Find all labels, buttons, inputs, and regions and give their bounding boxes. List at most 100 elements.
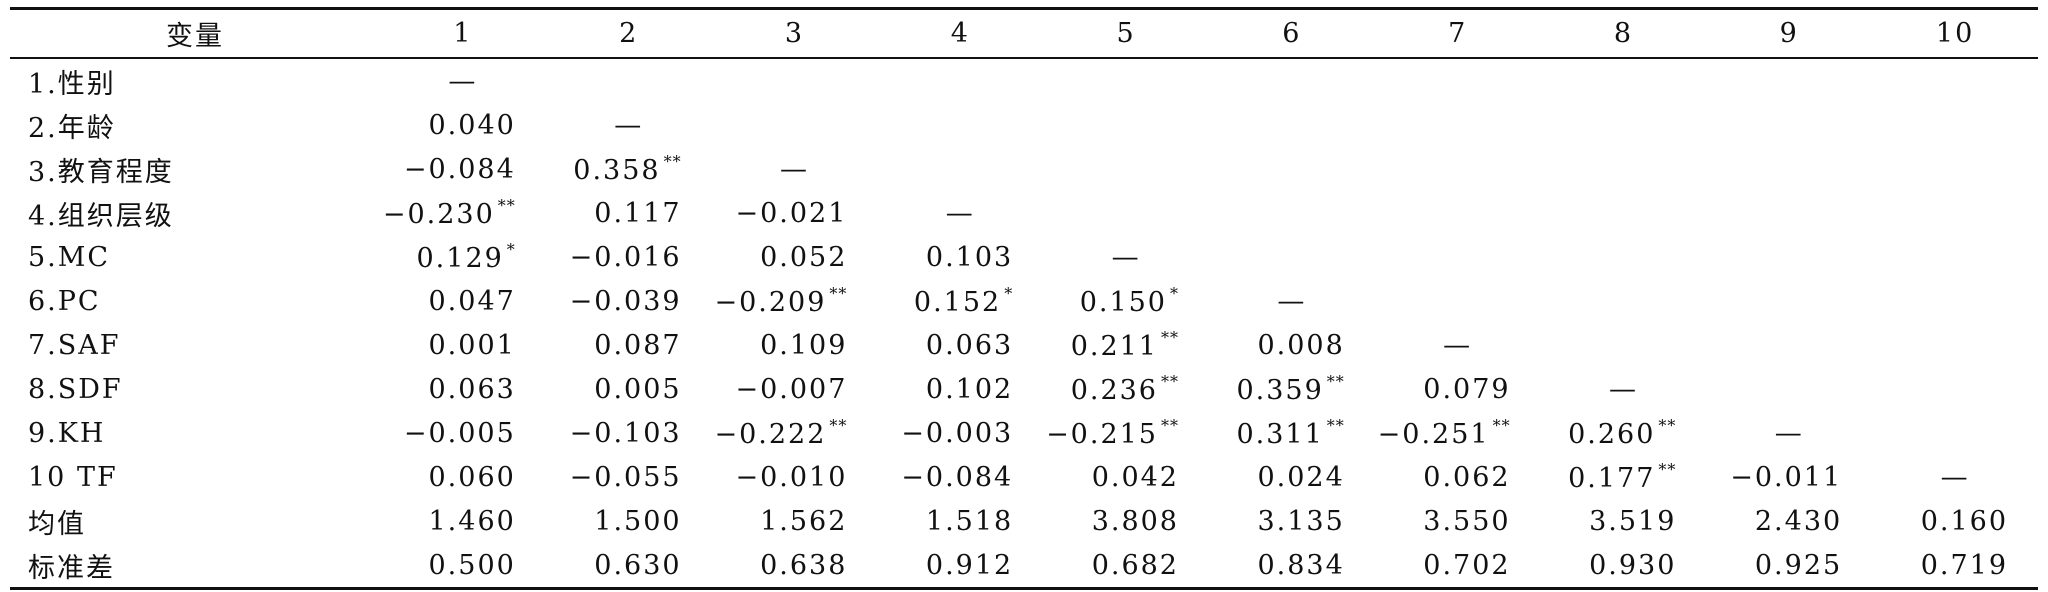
row-label: 6.PC	[28, 285, 101, 317]
empty-cell	[1375, 58, 1541, 103]
value-cell: 0.912	[877, 543, 1043, 587]
significance-marker: **	[1658, 460, 1677, 479]
empty-cell	[1706, 191, 1872, 235]
empty-cell	[1043, 58, 1209, 103]
cell-value: 3.808	[1091, 505, 1179, 537]
significance-marker: *	[1169, 284, 1179, 303]
bottom-rule	[10, 587, 2038, 590]
empty-cell	[1541, 323, 1707, 367]
value-cell: 0.109	[712, 323, 878, 367]
value-cell: −0.222 **	[712, 411, 878, 455]
value-cell: 0.024	[1209, 455, 1375, 499]
value-cell: 0.702	[1375, 543, 1541, 587]
empty-cell	[1872, 367, 2038, 411]
table-row: 均值 1.460 1.500 1.562 1.518 3.808 3.135 3.550 3.5…	[10, 499, 2038, 543]
empty-cell	[1375, 191, 1541, 235]
value-cell: 0.052	[712, 235, 878, 279]
diagonal-dash: —	[712, 147, 878, 191]
top-rule	[10, 7, 2038, 10]
value-cell: −0.003	[877, 411, 1043, 455]
header-col-9: 9	[1779, 18, 1799, 49]
cell-value: −0.021	[735, 197, 848, 229]
value-cell: 0.102	[877, 367, 1043, 411]
value-cell: −0.251 **	[1375, 411, 1541, 455]
value-cell: 0.008	[1209, 323, 1375, 367]
empty-cell	[877, 147, 1043, 191]
value-cell: 0.060	[380, 455, 546, 499]
cell-value: 1.500	[594, 505, 682, 537]
empty-cell	[1706, 279, 1872, 323]
empty-cell	[1872, 235, 2038, 279]
empty-cell	[712, 58, 878, 103]
cell-value: —	[779, 153, 809, 185]
cell-value: 0.160	[1920, 505, 2008, 537]
value-cell: 1.460	[380, 499, 546, 543]
cell-value: —	[1443, 329, 1473, 361]
table-row: 标准差 0.500 0.630 0.638 0.912 0.682 0.834 0.702 0.…	[10, 543, 2038, 587]
cell-value: 0.260	[1568, 419, 1656, 450]
significance-marker: **	[663, 152, 682, 171]
empty-cell	[877, 103, 1043, 147]
value-cell: 0.005	[546, 367, 712, 411]
row-label: 10 TF	[28, 461, 118, 493]
cell-value: 0.024	[1257, 461, 1345, 493]
cell-value: 0.211	[1070, 331, 1158, 362]
empty-cell	[1375, 279, 1541, 323]
cell-value: 0.719	[1920, 549, 2008, 581]
cell-value: 0.117	[594, 197, 682, 229]
header-col-7: 7	[1448, 18, 1468, 49]
empty-cell	[1043, 147, 1209, 191]
cell-value: 0.359	[1236, 375, 1324, 406]
cell-value: 0.062	[1423, 461, 1511, 493]
value-cell: 0.311 **	[1209, 411, 1375, 455]
table-row: 5.MC 0.129 * −0.016 0.052 0.103 —	[10, 235, 2038, 279]
cell-value: 0.042	[1091, 461, 1179, 493]
cell-value: −0.084	[403, 153, 516, 185]
significance-marker: *	[1004, 284, 1014, 303]
cell-value: 1.518	[925, 505, 1014, 537]
value-cell: 1.562	[712, 499, 878, 543]
table-row: 3.教育程度 −0.084 0.358 ** —	[10, 147, 2038, 191]
value-cell: −0.103	[546, 411, 712, 455]
row-label: 5.MC	[28, 241, 111, 273]
cell-value: −0.003	[901, 417, 1014, 449]
value-cell: 0.001	[380, 323, 546, 367]
row-label: 4.组织层级	[28, 200, 174, 232]
value-cell: 0.638	[712, 543, 878, 587]
cell-value: 3.519	[1589, 505, 1677, 537]
cell-value: —	[1277, 285, 1307, 317]
value-cell: 0.358 **	[546, 147, 712, 191]
header-variable: 变量	[166, 21, 224, 52]
empty-cell	[1872, 147, 2038, 191]
value-cell: −0.039	[546, 279, 712, 323]
table-row: 7.SAF 0.001 0.087 0.109 0.063 0.211 ** 0.008 —	[10, 323, 2038, 367]
cell-value: —	[945, 197, 975, 229]
cell-value: 0.150	[1079, 287, 1167, 318]
empty-cell	[1209, 235, 1375, 279]
row-label: 1.性别	[28, 68, 116, 100]
cell-value: 0.834	[1257, 549, 1345, 581]
value-cell: 0.211 **	[1043, 323, 1209, 367]
cell-value: −0.215	[1046, 419, 1158, 450]
cell-value: 0.001	[428, 329, 516, 361]
table-row: 6.PC 0.047 −0.039 −0.209 ** 0.152 * 0.150 * —	[10, 279, 2038, 323]
cell-value: 0.630	[594, 549, 682, 581]
diagonal-dash: —	[1375, 323, 1541, 367]
diagonal-dash: —	[1209, 279, 1375, 323]
header-col-6: 6	[1282, 18, 1302, 49]
table-body: 1.性别 —2.年龄 0.040—3.教育程度 −0.084 0.358 ** —4.组织层…	[10, 58, 2038, 587]
diagonal-dash: —	[546, 103, 712, 147]
diagonal-dash: —	[380, 58, 546, 103]
cell-value: —	[1940, 461, 1970, 493]
value-cell: 1.518	[877, 499, 1043, 543]
cell-value: −0.084	[901, 461, 1014, 493]
correlation-table: 变量 1 2 3 4 5 6 7 8 9 10 1.性别 — 2.年龄 0.040 — 3.教育程度 −0.08…	[10, 10, 2038, 587]
row-label: 8.SDF	[28, 373, 123, 405]
significance-marker: **	[1326, 416, 1345, 435]
value-cell: 0.359 **	[1209, 367, 1375, 411]
cell-value: —	[1608, 373, 1638, 405]
cell-value: 0.177	[1568, 463, 1656, 494]
row-label: 7.SAF	[28, 329, 121, 361]
value-cell: −0.005	[380, 411, 546, 455]
value-cell: 1.500	[546, 499, 712, 543]
